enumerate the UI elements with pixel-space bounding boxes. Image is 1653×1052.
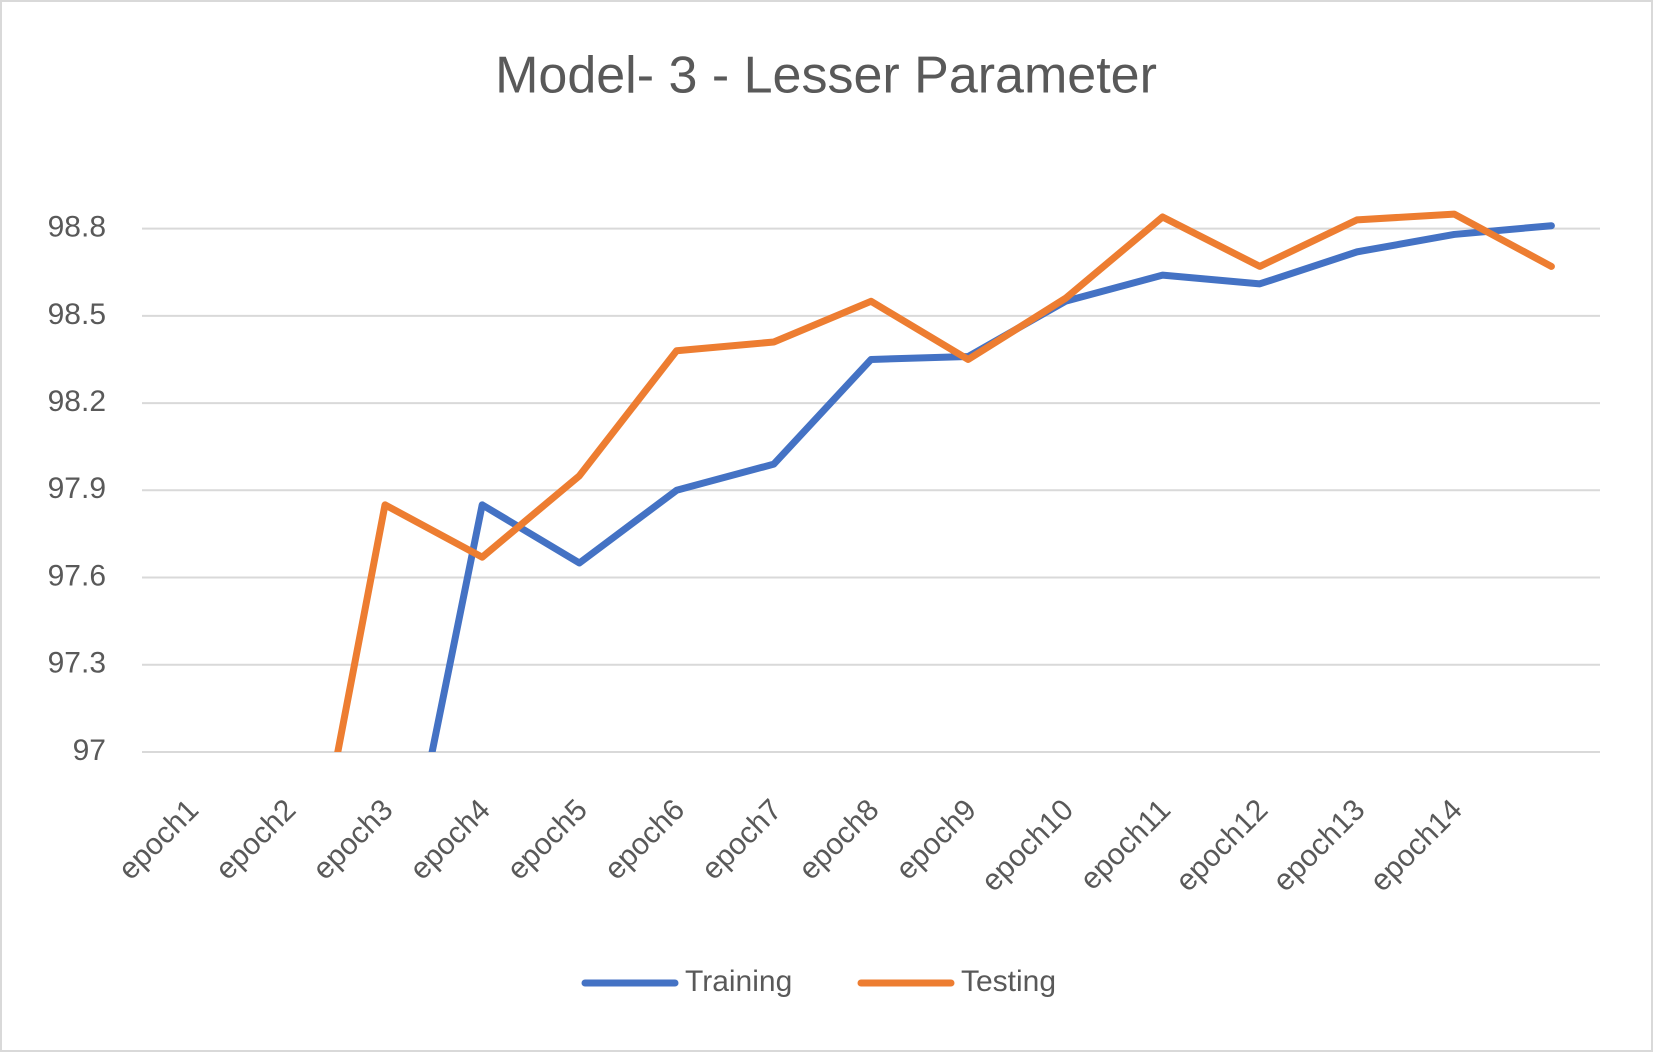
- chart-title: Model- 3 - Lesser Parameter: [495, 47, 1157, 105]
- legend-label: Training: [685, 965, 792, 998]
- y-tick-label: 97.9: [48, 472, 106, 505]
- plot-area: [334, 210, 1555, 752]
- y-tick-label: 98.8: [48, 211, 106, 244]
- y-tick-label: 98.2: [48, 385, 106, 418]
- y-tick-label: 97: [73, 734, 106, 767]
- y-tick-label: 97.3: [48, 647, 106, 680]
- y-tick-label: 97.6: [48, 559, 106, 592]
- series-line: [428, 222, 1555, 752]
- series-line: [334, 210, 1555, 752]
- legend-label: Testing: [961, 965, 1056, 998]
- y-tick-label: 98.5: [48, 298, 106, 331]
